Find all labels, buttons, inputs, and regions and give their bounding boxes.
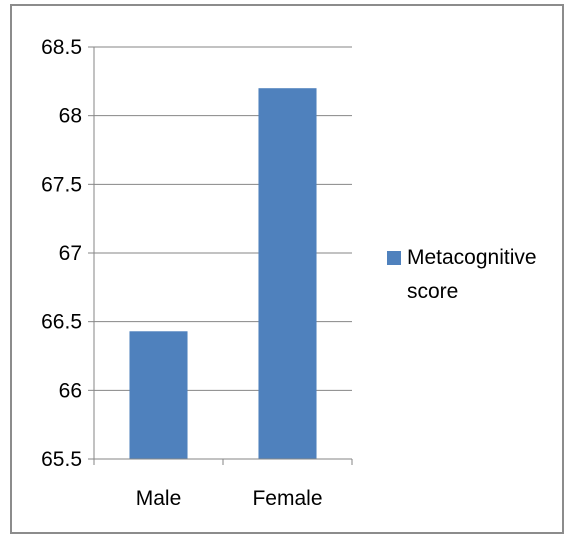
y-tick-label: 66 bbox=[59, 379, 82, 402]
bar-male bbox=[129, 331, 188, 459]
y-tick-label: 68 bbox=[59, 105, 82, 128]
y-tick-label: 67 bbox=[59, 242, 82, 265]
x-axis-category-labels: Male Female bbox=[136, 487, 323, 510]
y-tick-label: 65.5 bbox=[41, 448, 82, 471]
y-tick-label: 66.5 bbox=[41, 311, 82, 334]
x-category-label: Male bbox=[136, 487, 182, 510]
bar-female bbox=[258, 88, 317, 459]
y-axis-tick-labels: 65.5 66 66.5 67 67.5 68 68.5 bbox=[41, 36, 82, 471]
x-category-label: Female bbox=[252, 487, 322, 510]
axes bbox=[88, 46, 353, 465]
legend-label: Metacognitive score bbox=[407, 246, 537, 303]
bars bbox=[129, 88, 317, 459]
legend-swatch bbox=[387, 251, 401, 265]
y-tick-label: 67.5 bbox=[41, 173, 82, 196]
y-tick-label: 68.5 bbox=[41, 36, 82, 59]
